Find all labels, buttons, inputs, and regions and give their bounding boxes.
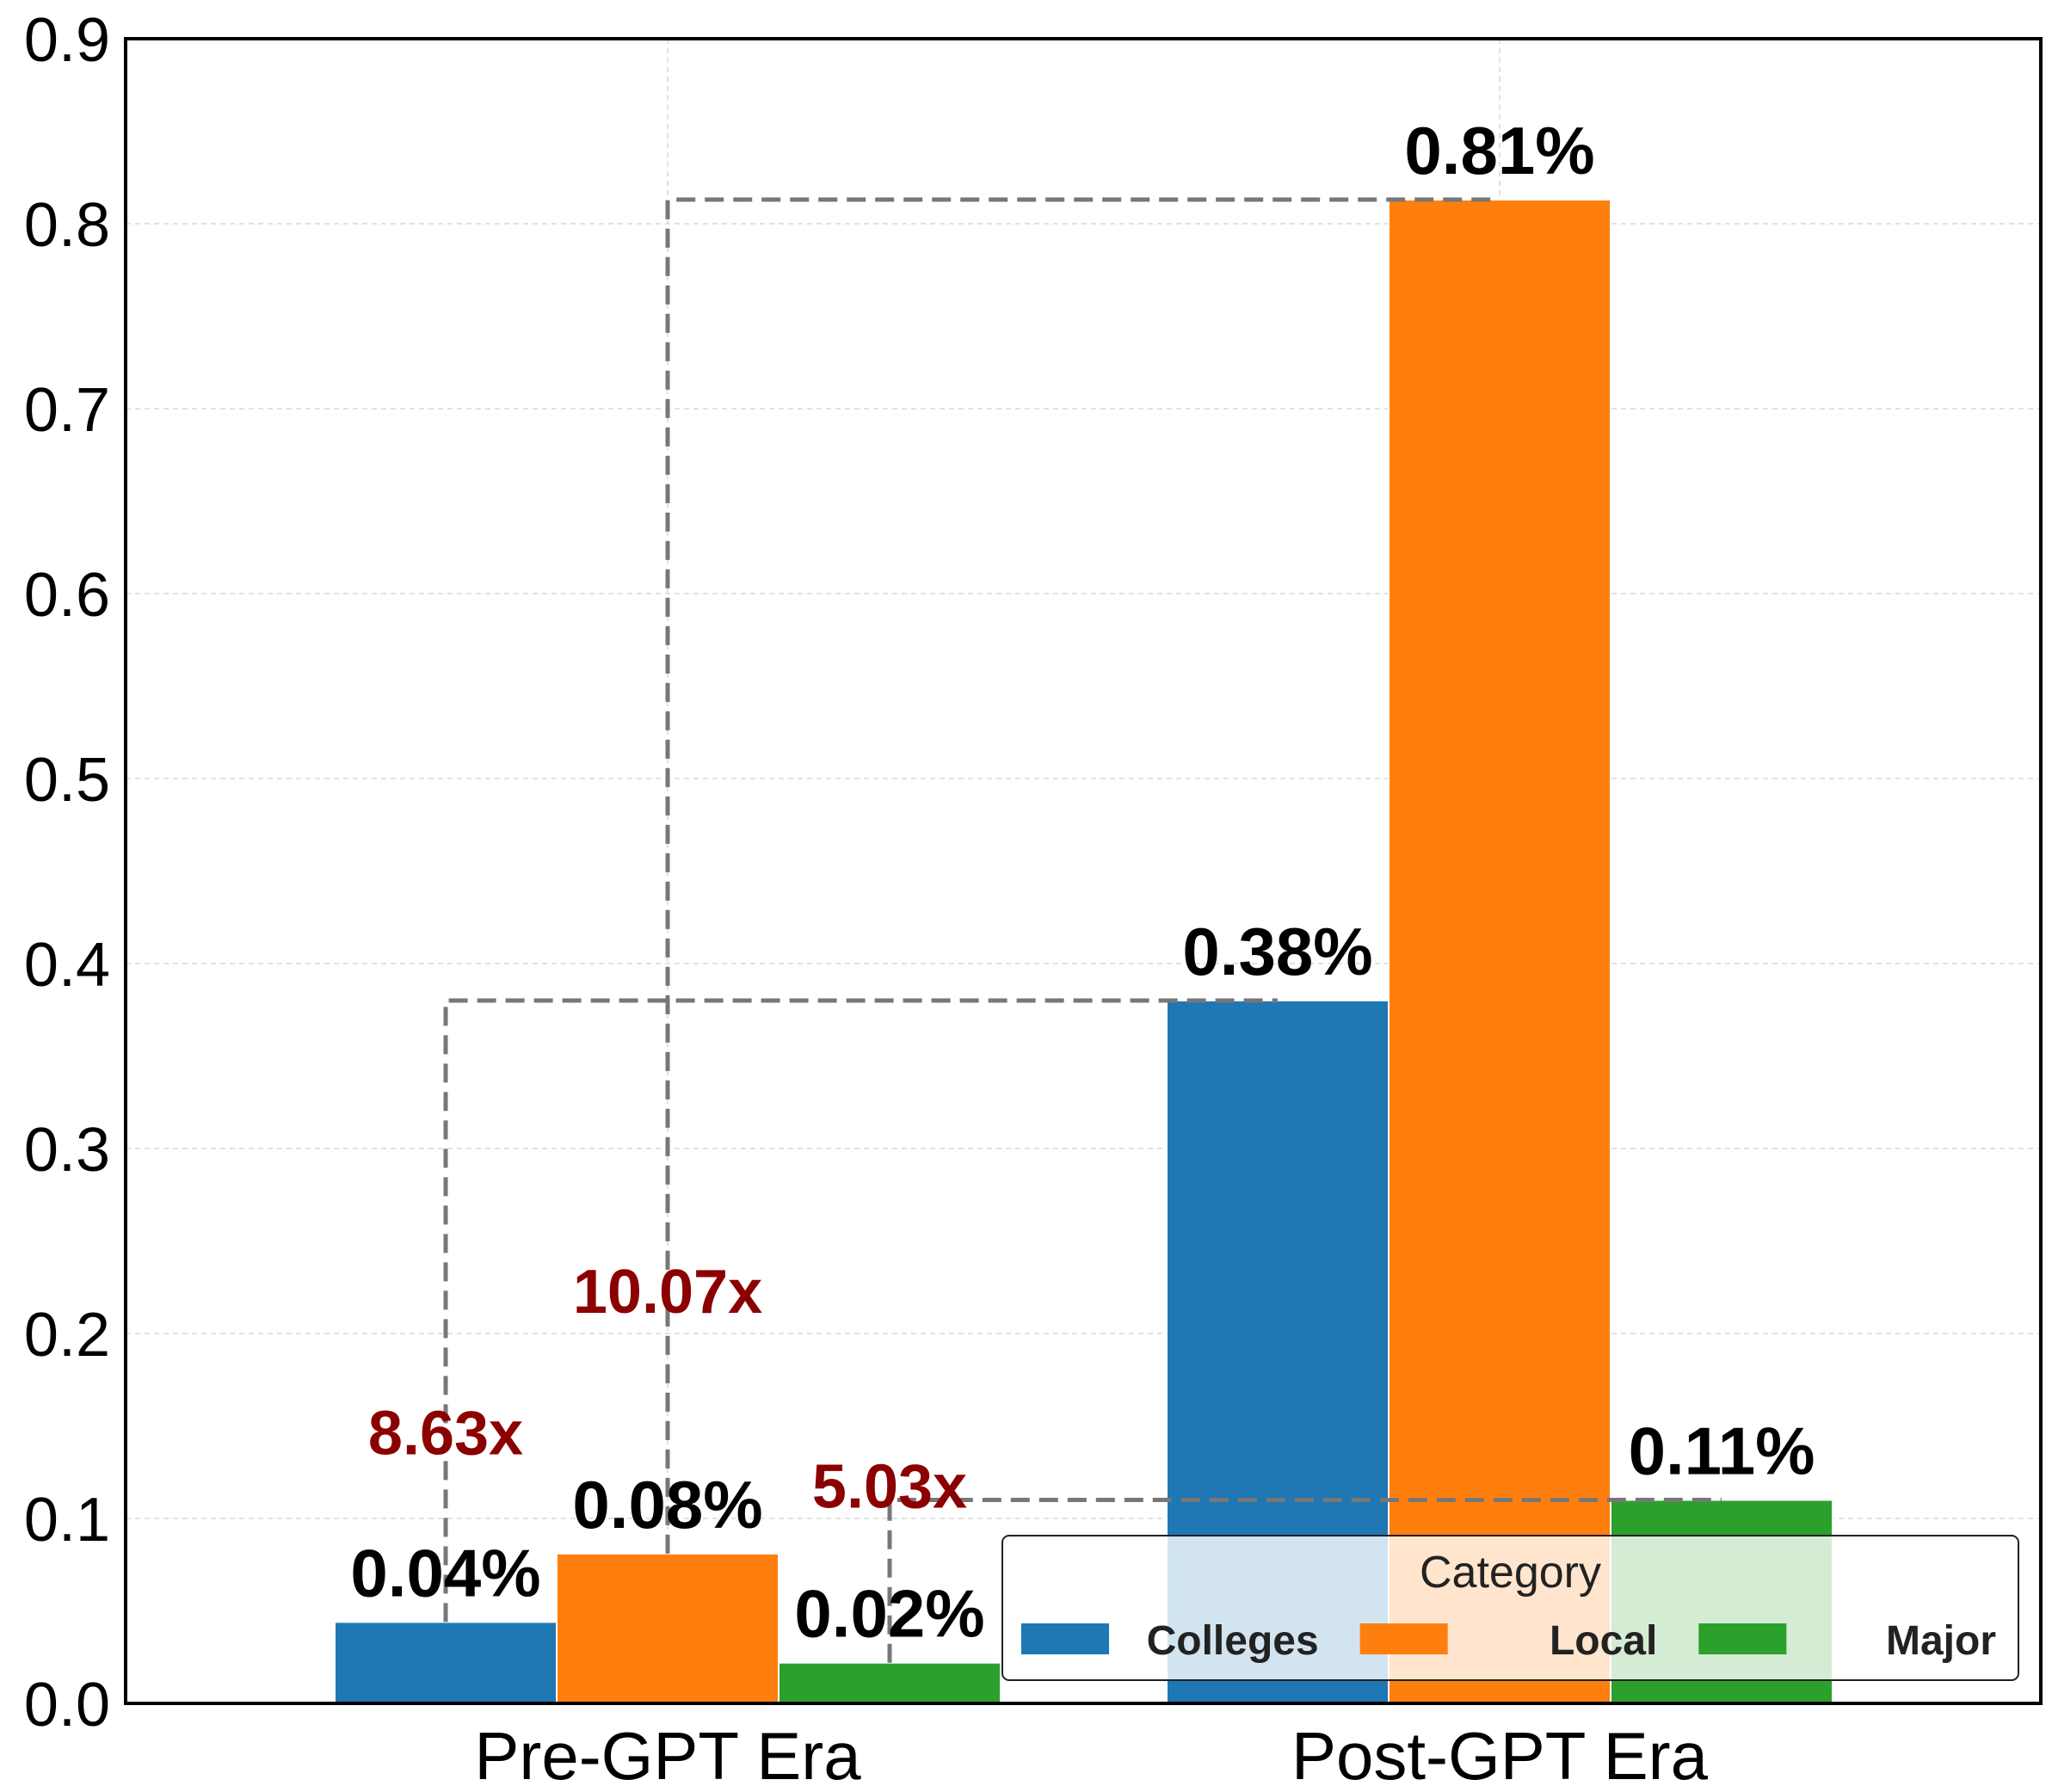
y-tick-label: 0.7 [24, 376, 110, 445]
bar-value-label: 0.38% [1182, 914, 1372, 989]
legend-swatch-colleges [1021, 1623, 1109, 1654]
axes-frame [124, 37, 2043, 1705]
x-tick-label: Post-GPT Era [1291, 1718, 1709, 1792]
axes: 0.0 0.1 0.2 0.3 0.4 0.5 0.6 0.7 0.8 0.9 Pre-GPT Er… [24, 6, 2043, 1792]
bar-value-label: 0.11% [1629, 1413, 1815, 1489]
connector-colleges [443, 998, 1278, 1623]
bar-value-label: 0.02% [794, 1576, 984, 1652]
y-tick-label: 0.5 [24, 746, 110, 815]
ratio-label: 10.07x [573, 1258, 762, 1327]
y-tick-label: 0.3 [24, 1116, 110, 1185]
bar-value-labels: 0.04% 0.38% 0.08% 0.81% 0.02% 0.11% [350, 113, 1815, 1652]
y-tick-label: 0.9 [24, 6, 110, 75]
ratio-label: 5.03x [812, 1453, 967, 1522]
legend-label-local: Local [1550, 1618, 1657, 1664]
legend-swatch-major [1698, 1623, 1787, 1654]
bar-value-label: 0.81% [1404, 113, 1594, 188]
bar-value-label: 0.08% [572, 1467, 762, 1543]
connector-major [887, 1498, 1722, 1663]
ratio-connectors [443, 197, 1722, 1663]
y-tick-label: 0.0 [24, 1671, 110, 1740]
bar-major [778, 1661, 1001, 1704]
bar-local [556, 1552, 780, 1704]
legend-label-major: Major [1886, 1618, 1996, 1664]
x-tick-label: Pre-GPT Era [474, 1718, 861, 1792]
legend: Category Colleges Local Major [1001, 1535, 2019, 1681]
ratio-label: 8.63x [368, 1399, 523, 1468]
legend-title: Category [1420, 1548, 1601, 1598]
y-tick-label: 0.8 [24, 191, 110, 260]
bar-colleges [334, 1621, 558, 1705]
y-tick-label: 0.4 [24, 931, 110, 1000]
connector-local [665, 197, 1500, 1554]
bars [334, 199, 1833, 1705]
legend-swatch-local [1359, 1623, 1448, 1654]
legend-label-colleges: Colleges [1147, 1618, 1319, 1664]
y-tick-label: 0.2 [24, 1301, 110, 1370]
y-tick-label: 0.1 [24, 1486, 110, 1555]
bar-value-label: 0.04% [350, 1535, 540, 1610]
ratio-labels: 8.63x 10.07x 5.03x [368, 1258, 967, 1522]
y-tick-label: 0.6 [24, 561, 110, 630]
bar-local [1388, 199, 1611, 1704]
